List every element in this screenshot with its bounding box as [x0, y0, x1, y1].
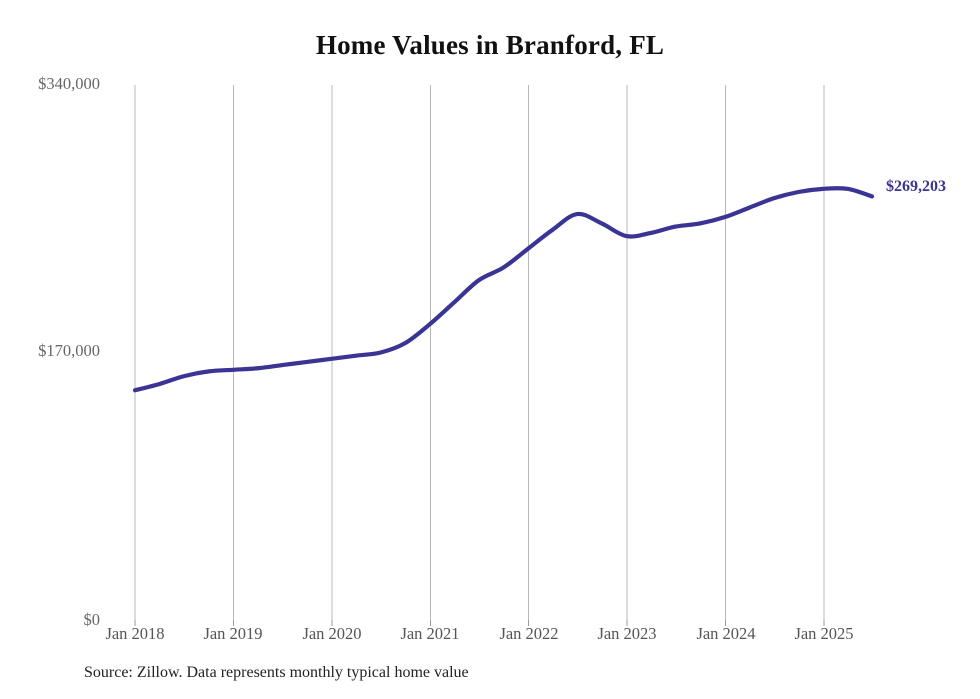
x-tick-label-jan-2020: Jan 2020 [302, 624, 362, 643]
x-axis-tickmarks [134, 620, 825, 626]
y-tick-label-0: $0 [83, 610, 101, 629]
x-tick-label-jan-2022: Jan 2022 [499, 624, 559, 643]
x-tick-label-jan-2023: Jan 2023 [597, 624, 657, 643]
x-tick-label-jan-2018: Jan 2018 [105, 624, 165, 643]
chart-title: Home Values in Branford, FL [315, 30, 665, 60]
y-tick-label-340000: $340,000 [38, 74, 100, 93]
x-tick-label-jan-2024: Jan 2024 [696, 624, 756, 643]
source-note: Source: Zillow. Data represents monthly … [84, 664, 469, 681]
end-value-label: $269,203 [886, 178, 946, 195]
vertical-gridlines [134, 85, 825, 620]
y-tick-label-170000: $170,000 [38, 341, 100, 360]
x-tick-label-jan-2025: Jan 2025 [794, 624, 854, 643]
x-tick-label-jan-2019: Jan 2019 [203, 624, 263, 643]
x-tick-label-jan-2021: Jan 2021 [400, 624, 460, 643]
home-value-line [132, 186, 875, 393]
